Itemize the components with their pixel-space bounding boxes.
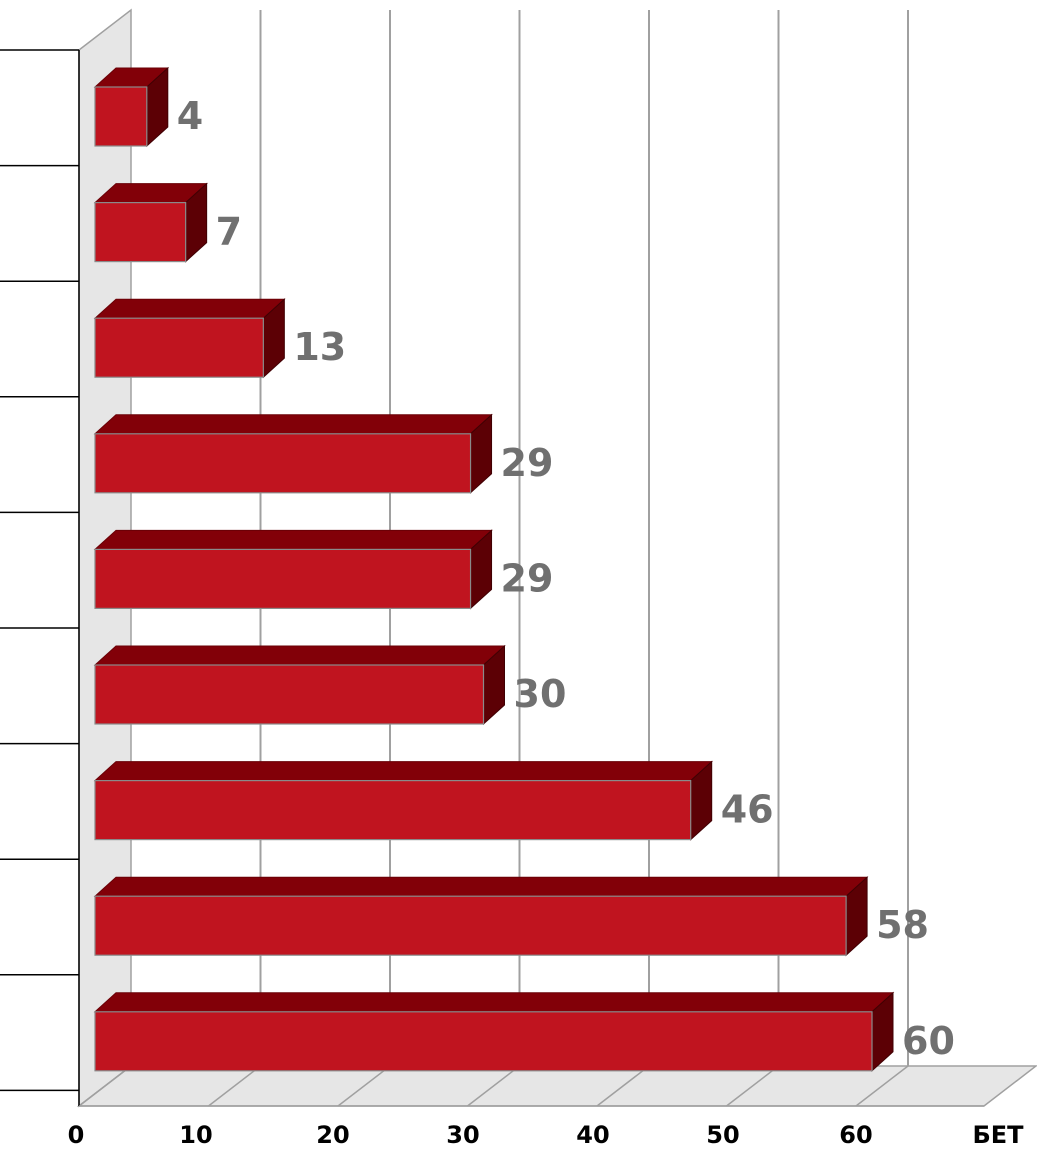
floor-gridline bbox=[337, 1065, 391, 1107]
bar bbox=[93, 760, 713, 841]
floor-gridline bbox=[855, 1065, 909, 1107]
bar bbox=[93, 644, 506, 726]
x-tick-label: 0 bbox=[68, 1121, 85, 1149]
bar-front bbox=[94, 779, 692, 841]
x-tick-label: 30 bbox=[446, 1121, 479, 1149]
data-label: 29 bbox=[501, 441, 554, 485]
value-labels: 4 7 13 29 29 30 46 58 60 bbox=[177, 94, 955, 1063]
data-label: 4 bbox=[177, 94, 203, 138]
bar-front bbox=[94, 317, 264, 378]
category-axis bbox=[0, 49, 984, 1107]
bar bbox=[93, 413, 493, 494]
data-label: 46 bbox=[721, 788, 774, 832]
data-label: 7 bbox=[216, 210, 242, 254]
bar-front bbox=[94, 895, 847, 956]
bar-top bbox=[93, 992, 895, 1013]
x-tick-label: 10 bbox=[179, 1121, 212, 1149]
floor-gridline bbox=[467, 1065, 520, 1107]
floor bbox=[76, 1065, 1037, 1107]
data-label: 29 bbox=[501, 556, 554, 600]
bar-top bbox=[93, 298, 286, 319]
bar-front bbox=[94, 548, 472, 610]
floor-gridline bbox=[208, 1065, 261, 1107]
bar-top bbox=[93, 876, 869, 897]
bar-top bbox=[93, 761, 713, 782]
bar-front bbox=[94, 1011, 873, 1072]
bar-top bbox=[93, 645, 506, 666]
floor-gridline bbox=[78, 1065, 132, 1107]
floor-gridline bbox=[596, 1065, 650, 1107]
bar bbox=[93, 182, 208, 263]
bar-front bbox=[94, 433, 472, 494]
data-label: 30 bbox=[514, 672, 567, 716]
bar-front bbox=[94, 202, 187, 263]
bar-front bbox=[94, 664, 485, 725]
data-label: 58 bbox=[876, 903, 929, 947]
x-tick-label: 20 bbox=[316, 1121, 349, 1149]
floor-gridline bbox=[726, 1065, 779, 1107]
bar bbox=[93, 298, 286, 379]
bar-top bbox=[93, 529, 493, 550]
x-tick-label: 60 bbox=[839, 1121, 872, 1149]
data-label: 60 bbox=[902, 1019, 955, 1063]
bar bbox=[93, 991, 895, 1072]
bar bbox=[93, 529, 493, 610]
bar bbox=[93, 66, 170, 148]
bar-front bbox=[94, 86, 148, 147]
x-tick-label: БЕТ bbox=[972, 1121, 1024, 1149]
x-tick-label: 50 bbox=[706, 1121, 739, 1149]
data-label: 13 bbox=[293, 325, 346, 369]
chart-bars bbox=[93, 66, 895, 1072]
x-tick-labels: 0 10 20 30 40 50 60 БЕТ bbox=[68, 1121, 1025, 1149]
bar-top bbox=[93, 414, 493, 435]
bar bbox=[93, 876, 869, 957]
x-tick-label: 40 bbox=[576, 1121, 609, 1149]
